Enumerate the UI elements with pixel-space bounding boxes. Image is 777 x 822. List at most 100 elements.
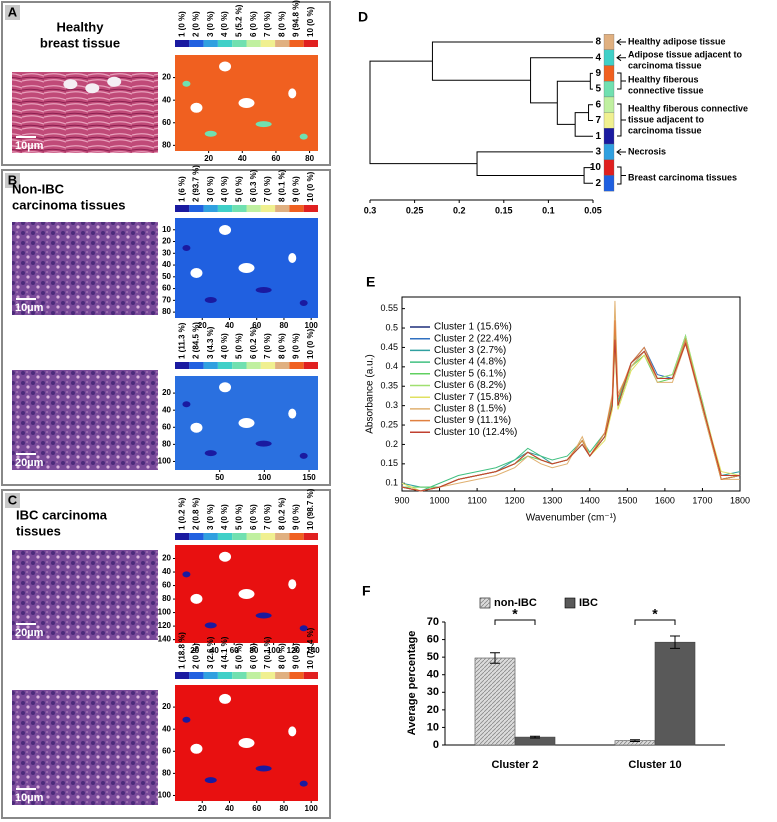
map-y-tick-label: 40 <box>162 95 171 104</box>
map-region <box>182 716 191 723</box>
colorbar-swatch <box>260 362 276 369</box>
x-tick-label: Cluster 10 <box>628 759 681 771</box>
colorbar-swatch <box>246 672 261 679</box>
leaf-label: 6 <box>595 99 601 110</box>
dendrogram-tick-label: 0.2 <box>453 205 466 215</box>
colorbar-swatch <box>303 40 318 47</box>
cluster-legend-label: 3 (2.6 %) <box>206 636 215 669</box>
colorbar-swatch <box>260 672 276 679</box>
annotation-arrow <box>616 54 626 62</box>
leaf-color <box>603 112 615 129</box>
colorbar-swatch <box>303 362 318 369</box>
colorbar-swatch <box>289 672 304 679</box>
map-y-tick-label: 40 <box>162 405 171 414</box>
legend-label: non-IBC <box>494 597 537 609</box>
cluster-legend-label: 9 (94.8 %) <box>292 0 301 37</box>
cluster-legend-label: 4 (0 %) <box>220 333 229 359</box>
map-y-tick-label: 140 <box>158 635 172 644</box>
cluster-legend-label: 4 (0 %) <box>220 176 229 202</box>
colorbar-swatch <box>217 40 233 47</box>
y-tick-label: 60 <box>427 633 439 645</box>
dendrogram-link <box>574 112 593 137</box>
cluster-legend-label: 2 (93.7 %) <box>192 165 201 202</box>
bar <box>654 641 696 746</box>
colorbar-swatch <box>217 533 233 540</box>
map-region <box>190 422 203 433</box>
dendrogram-link <box>431 41 593 81</box>
map-x-tick-label: 140 <box>306 646 320 655</box>
map-region <box>288 253 297 263</box>
cluster-legend-label: 3 (4.3 %) <box>206 326 215 359</box>
error-bar <box>670 635 680 649</box>
map-y-tick-label: 60 <box>162 746 171 755</box>
x-tick-label: 1600 <box>655 495 675 505</box>
panel-letter: C <box>8 492 18 507</box>
panel-letter-box <box>5 5 20 20</box>
legend-label: Cluster 4 (4.8%) <box>434 357 506 368</box>
histology-image <box>12 550 158 640</box>
dendrogram-annotation: tissue adjacent to <box>628 114 705 124</box>
y-tick-label: 70 <box>427 616 439 628</box>
map-region <box>299 133 308 140</box>
leaf-label: 5 <box>595 84 601 95</box>
map-y-tick-label: 20 <box>162 388 171 397</box>
colorbar-swatch <box>232 672 247 679</box>
map-y-tick-label: 120 <box>158 621 172 630</box>
colorbar-swatch <box>232 205 247 212</box>
map-x-tick-label: 40 <box>225 321 234 330</box>
y-axis-label: Absorbance (a.u.) <box>365 354 376 434</box>
map-region <box>255 765 272 772</box>
map-x-tick-label: 60 <box>230 646 239 655</box>
map-region <box>182 571 191 578</box>
panel-title: breast tissue <box>40 35 120 50</box>
map-region <box>255 440 272 447</box>
cluster-legend-label: 8 (0.2 %) <box>277 497 286 530</box>
map-x-tick-label: 40 <box>225 804 234 813</box>
scale-label: 10µm <box>15 140 44 152</box>
map-y-tick-label: 70 <box>162 295 171 304</box>
cluster-legend-label: 10 (74.4 %) <box>306 627 315 669</box>
map-x-tick-label: 150 <box>302 473 316 482</box>
y-tick-label: 10 <box>427 721 439 733</box>
cluster-legend-label: 6 (0 %) <box>249 504 258 530</box>
map-region <box>238 738 255 748</box>
x-tick-label: 1800 <box>730 495 750 505</box>
map-x-tick-label: 100 <box>258 473 272 482</box>
map-region <box>204 297 217 303</box>
legend-hatch <box>480 598 490 608</box>
spectrum-line <box>401 339 740 492</box>
cluster-legend-label: 7 (0 %) <box>263 176 272 202</box>
map-y-tick-label: 60 <box>162 581 171 590</box>
cluster-legend-label: 4 (4.1 %) <box>220 636 229 669</box>
bar-hatch <box>615 740 655 745</box>
cluster-legend-label: 2 (84.5 %) <box>192 322 201 359</box>
map-y-tick-label: 20 <box>162 237 171 246</box>
cluster-legend-label: 6 (0.2 %) <box>249 326 258 359</box>
annotation-arrow <box>616 38 626 46</box>
y-tick-label: 0.35 <box>380 381 398 391</box>
colorbar-swatch <box>175 40 190 47</box>
legend-label: Cluster 8 (1.5%) <box>434 404 506 415</box>
fat-cell <box>63 79 78 90</box>
legend-label: IBC <box>579 597 598 609</box>
cluster-legend-label: 6 (0.3 %) <box>249 169 258 202</box>
map-region <box>182 401 191 408</box>
histology-image <box>12 72 158 153</box>
y-tick-label: 50 <box>427 651 439 663</box>
legend-label: Cluster 9 (11.1%) <box>434 415 511 426</box>
leaf-color <box>603 65 615 82</box>
dendrogram-link <box>588 104 593 121</box>
dendrogram-annotation: carcinoma tissue <box>628 60 702 70</box>
y-tick-label: 0 <box>433 739 439 751</box>
dendrogram-link <box>589 72 593 90</box>
colorbar-swatch <box>275 672 290 679</box>
map-y-tick-label: 20 <box>162 73 171 82</box>
dendrogram-annotation: Necrosis <box>628 146 666 156</box>
colorbar-swatch <box>203 672 218 679</box>
cluster-legend-label: 8 (0 %) <box>277 643 286 669</box>
legend-label: Cluster 10 (12.4%) <box>434 427 517 438</box>
leaf-color <box>603 175 615 192</box>
y-tick-label: 0.45 <box>380 342 398 352</box>
scale-label: 10µm <box>15 302 44 314</box>
